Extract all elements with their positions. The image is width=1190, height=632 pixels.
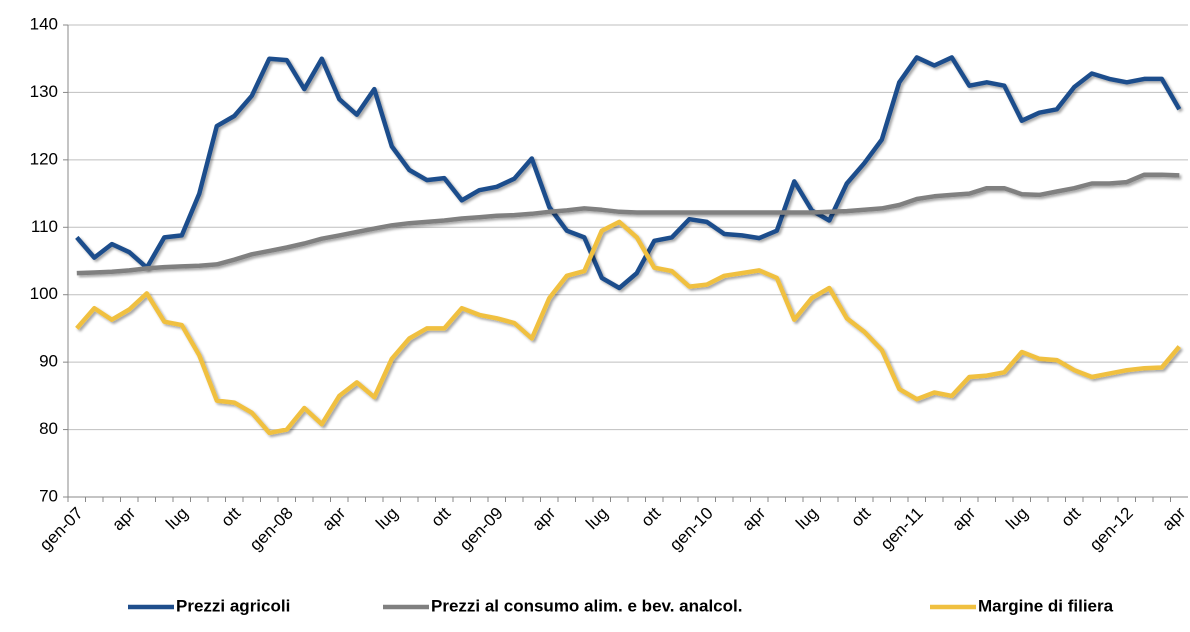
x-tick-label: apr xyxy=(738,503,769,534)
legend-label: Prezzi agricoli xyxy=(176,596,290,615)
series-line xyxy=(75,219,1182,436)
y-tick-label: 70 xyxy=(39,486,58,505)
series-line xyxy=(76,172,1180,276)
x-tick-label: apr xyxy=(1158,503,1189,534)
x-tick-label: gen-07 xyxy=(36,504,87,555)
y-tick-label: 90 xyxy=(39,352,58,371)
x-tick-label: gen-10 xyxy=(666,504,717,555)
x-tick-label: apr xyxy=(948,503,979,534)
x-tick-label: lug xyxy=(792,504,821,533)
x-tick-label: gen-09 xyxy=(456,504,507,555)
x-tick-label: lug xyxy=(372,504,401,533)
x-tick-label: ott xyxy=(847,503,874,530)
x-tick-label: gen-12 xyxy=(1086,504,1137,555)
x-tick-label: lug xyxy=(1002,504,1031,533)
x-tick-label: ott xyxy=(1057,503,1084,530)
x-tick-label: ott xyxy=(427,503,454,530)
legend-label: Prezzi al consumo alim. e bev. analcol. xyxy=(431,596,742,615)
y-tick-label: 120 xyxy=(30,149,58,168)
y-tick-label: 100 xyxy=(30,284,58,303)
x-tick-label: gen-11 xyxy=(877,504,927,554)
x-tick-label: ott xyxy=(217,503,244,530)
x-tick-label: apr xyxy=(318,503,349,534)
y-tick-label: 80 xyxy=(39,419,58,438)
y-tick-label: 130 xyxy=(30,82,58,101)
series-line xyxy=(75,55,1182,291)
x-tick-label: lug xyxy=(162,504,191,533)
x-tick-label: lug xyxy=(582,504,611,533)
x-tick-label: apr xyxy=(528,503,559,534)
x-tick-label: gen-08 xyxy=(246,504,297,555)
x-tick-label: apr xyxy=(108,503,139,534)
legend-label: Margine di filiera xyxy=(978,596,1114,615)
y-tick-label: 110 xyxy=(31,217,58,236)
y-tick-label: 140 xyxy=(30,14,58,33)
x-tick-label: ott xyxy=(637,503,664,530)
